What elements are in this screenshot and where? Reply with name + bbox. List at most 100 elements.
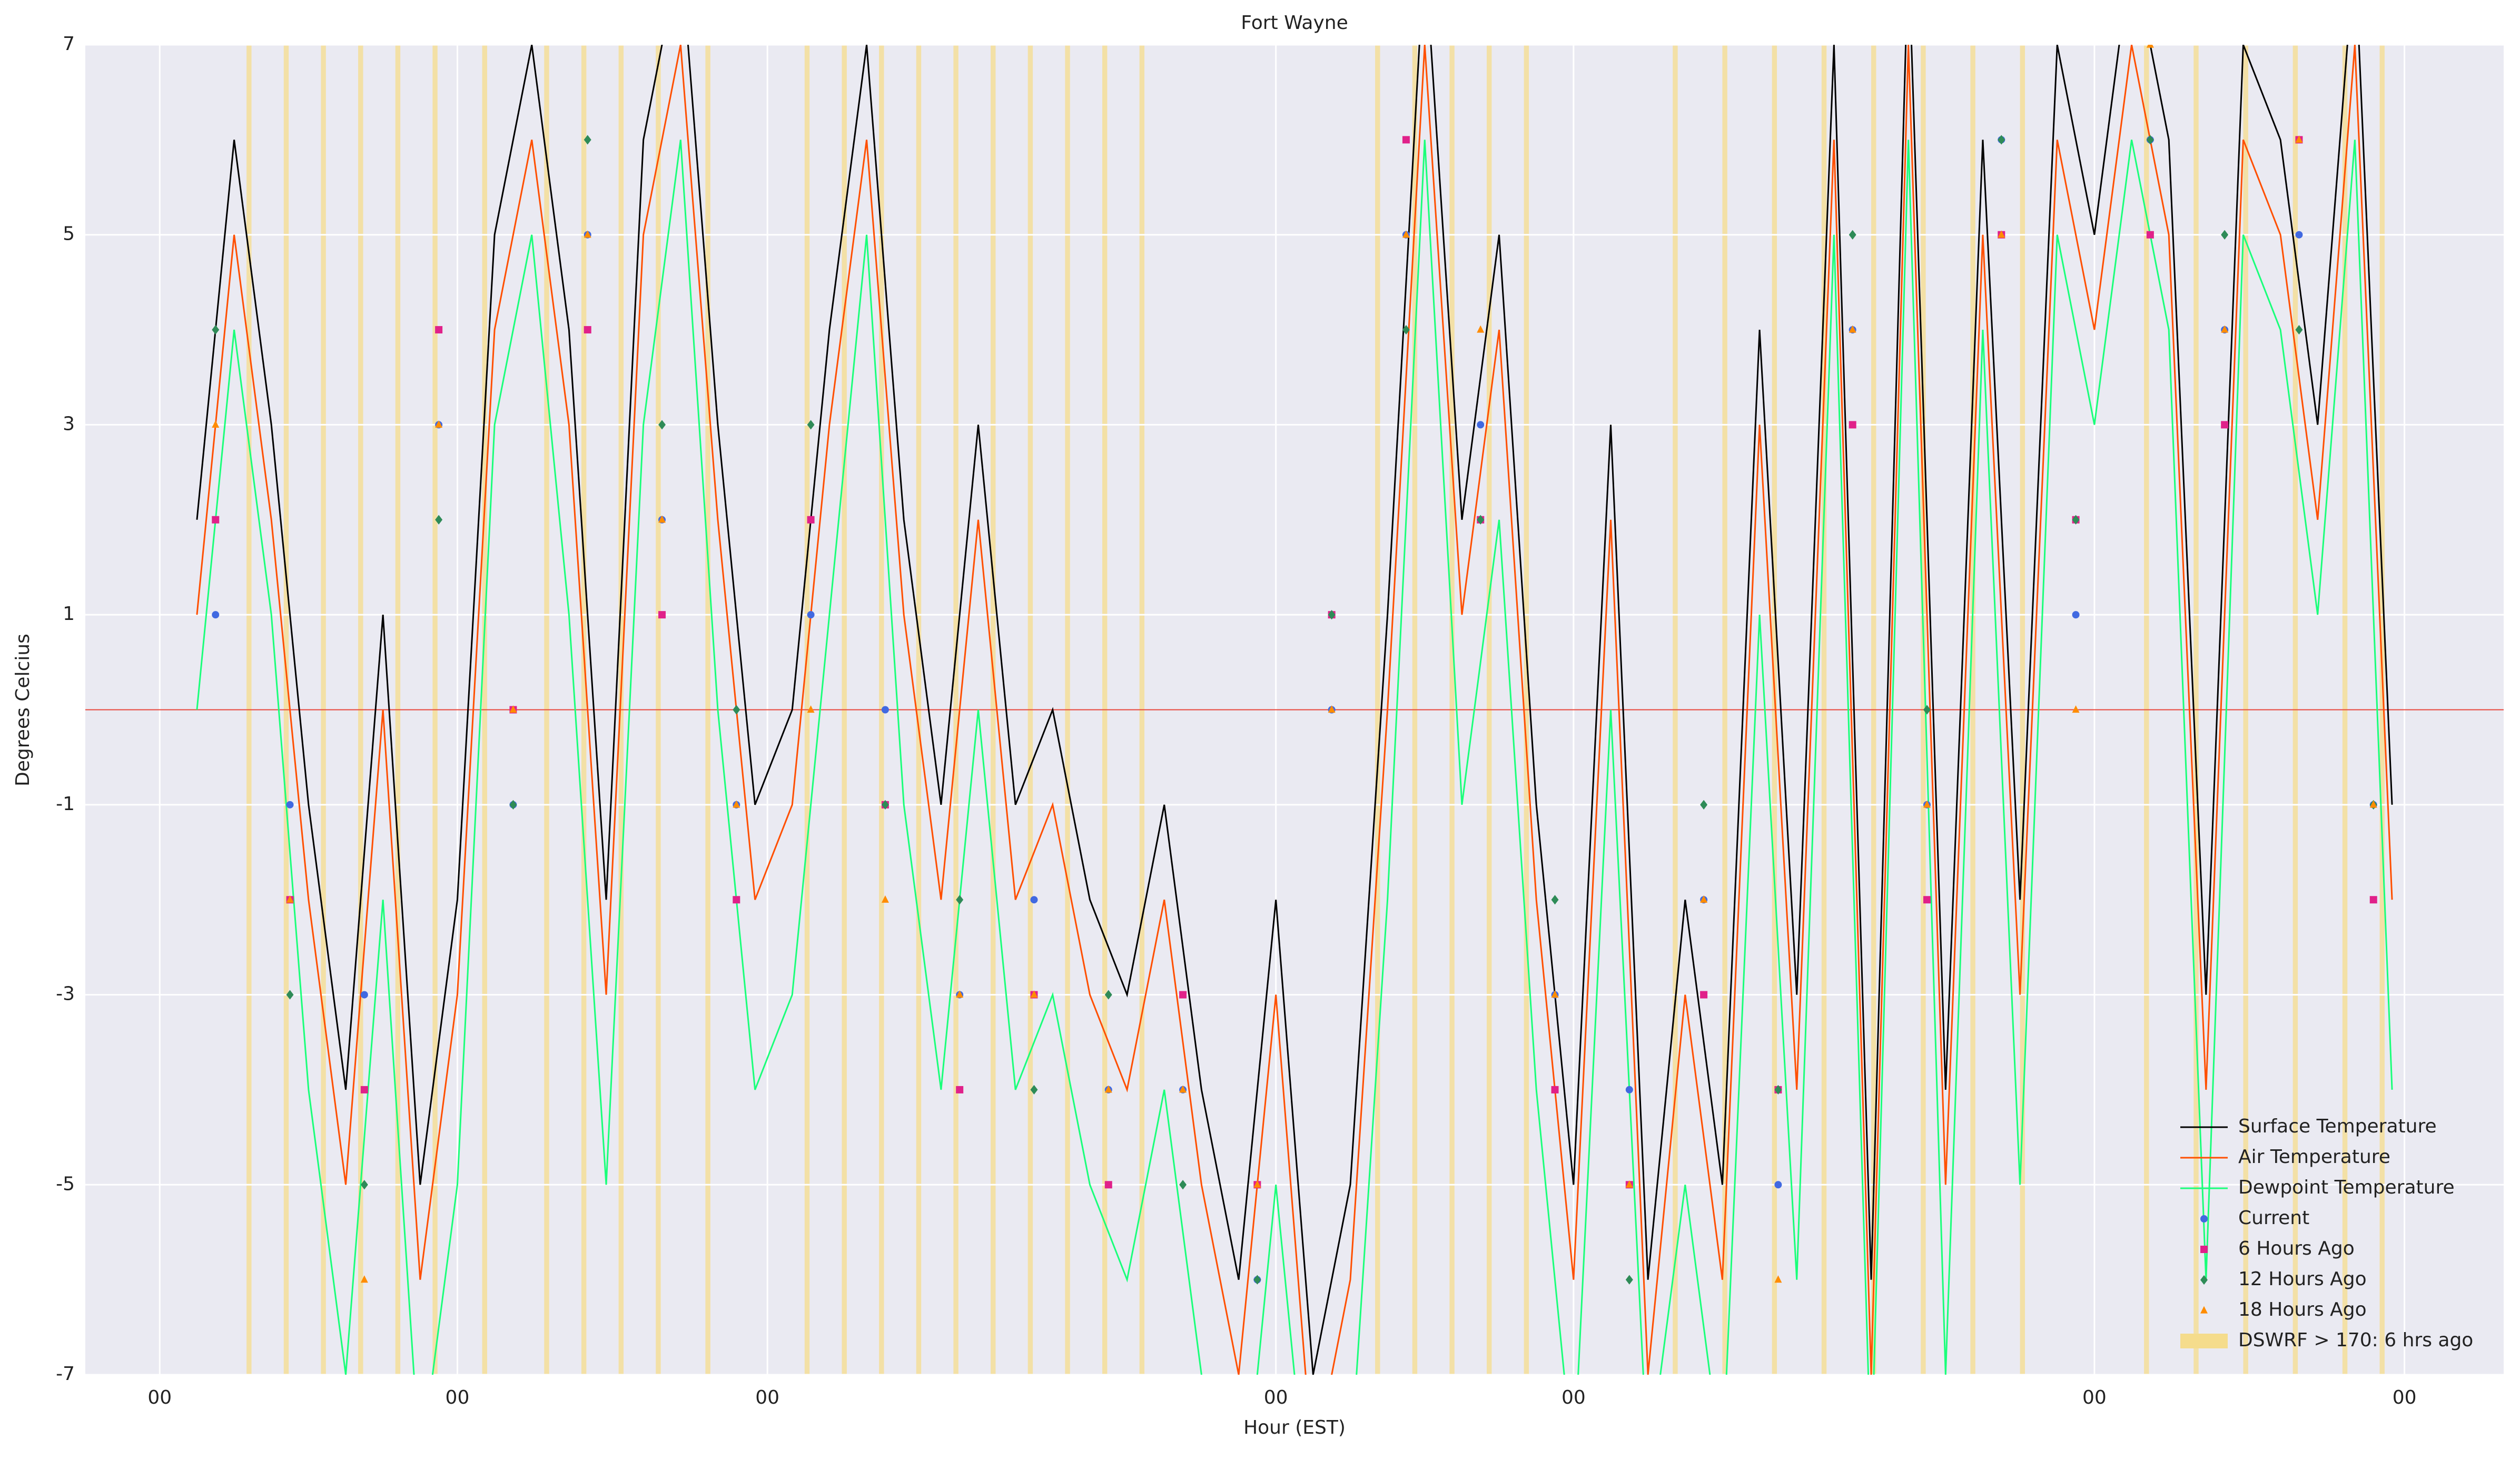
y-tick-label: -3 xyxy=(56,983,75,1005)
scatter-point xyxy=(1104,1181,1112,1189)
scatter-point xyxy=(2146,135,2154,145)
scatter-point xyxy=(807,516,815,524)
scatter-point xyxy=(881,895,889,903)
scatter-point xyxy=(881,800,889,810)
y-tick-label: 1 xyxy=(63,603,75,625)
scatter-point xyxy=(1551,990,1559,998)
legend-label: Current xyxy=(2238,1207,2309,1229)
x-tick-label: 00 xyxy=(1562,1387,1586,1408)
scatter-point xyxy=(1104,1085,1112,1093)
scatter-point xyxy=(435,515,443,525)
scatter-point xyxy=(1849,325,1856,333)
scatter-point xyxy=(1477,325,1485,333)
plot-area xyxy=(85,45,2504,1375)
scatter-point xyxy=(658,611,666,619)
temperature-line xyxy=(196,45,2393,1375)
scatter-point xyxy=(1625,1086,1633,1093)
scatter-point xyxy=(1625,1275,1633,1285)
x-axis-label: Hour (EST) xyxy=(1243,1417,1346,1438)
scatter-point xyxy=(1402,324,1410,335)
scatter-point xyxy=(2221,421,2229,429)
scatter-point xyxy=(509,800,517,810)
scatter-point xyxy=(2295,324,2303,335)
legend-label: DSWRF > 170: 6 hrs ago xyxy=(2238,1329,2473,1351)
scatter-point xyxy=(584,230,591,238)
scatter-point xyxy=(807,705,815,713)
legend-handle xyxy=(2200,1306,2208,1314)
scatter-point xyxy=(1179,991,1187,999)
legend-handle xyxy=(2200,1275,2208,1285)
scatter-point xyxy=(1253,1180,1261,1188)
scatter-point xyxy=(2369,800,2377,808)
scatter-point xyxy=(956,895,964,905)
scatter-point xyxy=(212,611,220,619)
legend-label: Surface Temperature xyxy=(2238,1116,2437,1137)
scatter-point xyxy=(584,135,591,145)
scatter-point xyxy=(1849,421,1856,429)
scatter-point xyxy=(2221,325,2229,333)
scatter-point xyxy=(212,420,220,428)
x-tick-label: 00 xyxy=(2393,1387,2417,1408)
scatter-point xyxy=(1402,230,1410,238)
temperature-line xyxy=(196,45,2393,1375)
x-tick-label: 00 xyxy=(1264,1387,1288,1408)
scatter-point xyxy=(2369,896,2377,904)
scatter-point xyxy=(1030,1085,1038,1095)
scatter-point xyxy=(1030,990,1038,998)
temperature-line xyxy=(196,140,2393,1375)
scatter-point xyxy=(1923,705,1931,715)
scatter-point xyxy=(1625,1180,1633,1188)
scatter-point xyxy=(509,705,517,713)
scatter-point xyxy=(1104,990,1112,1000)
legend-handle xyxy=(2200,1246,2208,1253)
scatter-point xyxy=(1328,610,1336,620)
scatter-point xyxy=(1328,705,1336,713)
scatter-point xyxy=(658,420,666,430)
x-tick-label: 00 xyxy=(446,1387,470,1408)
scatter-point xyxy=(1700,800,1708,810)
y-tick-label: -7 xyxy=(56,1363,75,1385)
x-tick-label: 00 xyxy=(755,1387,779,1408)
scatter-point xyxy=(286,990,294,1000)
scatter-point xyxy=(2072,515,2080,525)
scatter-point xyxy=(1030,896,1038,904)
x-tick-label: 00 xyxy=(2082,1387,2107,1408)
scatter-point xyxy=(2295,135,2303,143)
scatter-point xyxy=(733,800,740,808)
scatter-point xyxy=(584,326,591,334)
scatter-point xyxy=(212,516,220,524)
scatter-point xyxy=(435,420,443,428)
scatter-point xyxy=(1700,991,1708,999)
scatter-point xyxy=(1477,515,1485,525)
scatter-point xyxy=(1849,230,1856,240)
scatter-point xyxy=(360,1086,368,1093)
y-tick-label: -1 xyxy=(56,793,75,815)
scatter-point xyxy=(956,1086,964,1093)
scatter-point xyxy=(1774,1085,1782,1095)
scatter-point xyxy=(733,896,740,904)
scatter-point xyxy=(2146,231,2154,239)
scatter-point xyxy=(1551,895,1559,905)
y-axis-label: Degrees Celcius xyxy=(12,634,34,786)
y-tick-label: 5 xyxy=(63,223,75,245)
legend-handle xyxy=(2200,1215,2208,1223)
scatter-point xyxy=(212,324,220,335)
legend-label: 6 Hours Ago xyxy=(2238,1238,2355,1259)
scatter-point xyxy=(2221,230,2229,240)
y-tick-label: 7 xyxy=(63,33,75,55)
legend-label: 12 Hours Ago xyxy=(2238,1268,2367,1290)
x-tick-label: 00 xyxy=(147,1387,172,1408)
scatter-point xyxy=(881,706,889,714)
scatter-point xyxy=(807,420,815,430)
scatter-point xyxy=(1179,1085,1187,1093)
legend-label: Dewpoint Temperature xyxy=(2238,1177,2455,1198)
scatter-point xyxy=(1923,896,1931,904)
legend-label: Air Temperature xyxy=(2238,1146,2390,1168)
scatter-point xyxy=(2072,611,2080,619)
scatter-point xyxy=(286,801,294,809)
scatter-point xyxy=(360,991,368,999)
scatter-point xyxy=(1551,1086,1559,1093)
scatter-point xyxy=(1774,1181,1782,1189)
legend-handle xyxy=(2180,1334,2228,1348)
